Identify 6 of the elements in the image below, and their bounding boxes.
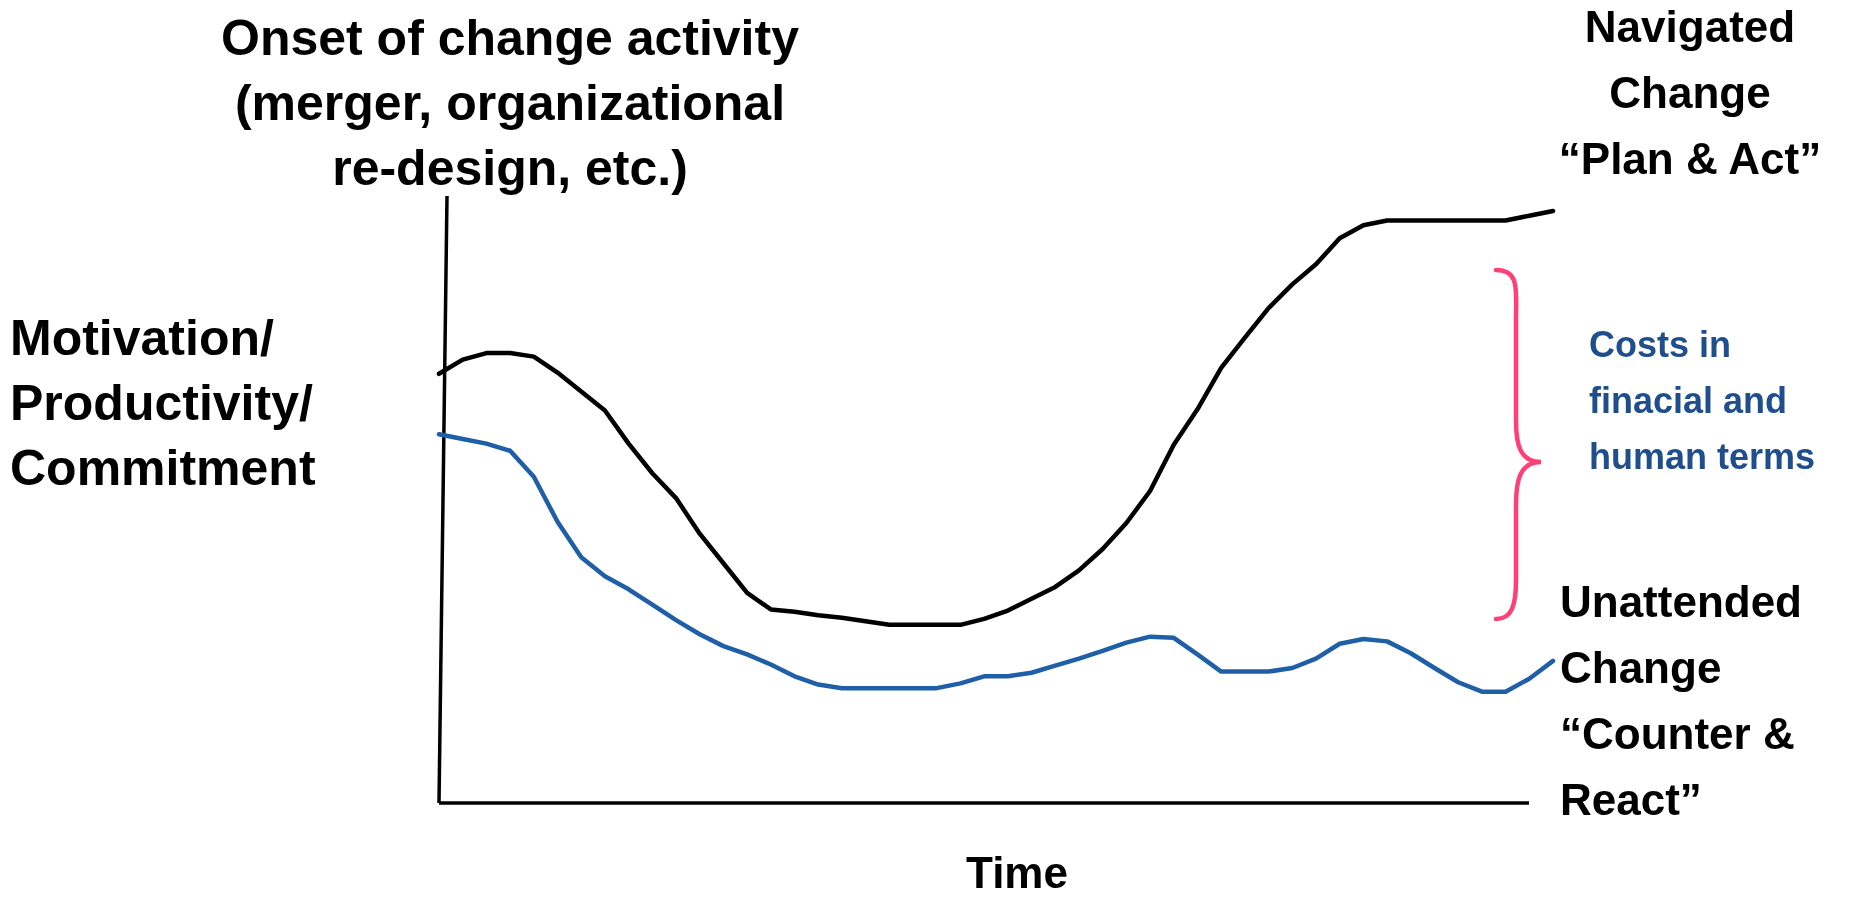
text: Costs in finacial and human terms bbox=[1589, 324, 1816, 477]
series-label: Unattended Change “Counter & React” bbox=[1560, 577, 1802, 824]
y-axis-title: Motivation/ Productivity/ Commitment bbox=[10, 310, 316, 496]
x-axis-title: Time bbox=[966, 848, 1068, 897]
text: Onset of change activity (merger, organizational re-design, etc.) bbox=[221, 10, 800, 196]
series-label: Navigated Change “Plan & Act” bbox=[1558, 2, 1822, 183]
